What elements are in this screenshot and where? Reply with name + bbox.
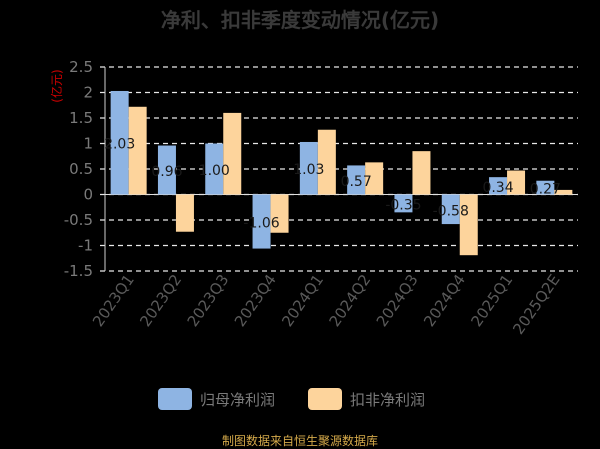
y-axis-unit: (亿元) <box>49 69 64 102</box>
y-tick-label: 0.5 <box>69 160 93 178</box>
x-tick-label: 2024Q1 <box>278 271 327 330</box>
source-footer: 制图数据来自恒生聚源数据库 <box>221 434 378 448</box>
bar-net-profit <box>110 90 129 195</box>
data-label: 1.00 <box>199 163 230 179</box>
x-tick-label: 2024Q4 <box>420 271 469 330</box>
legend-item-deducted-net-profit-label: 扣非净利润 <box>350 391 425 409</box>
bar-deducted-net-profit <box>270 194 289 233</box>
bars <box>110 90 573 256</box>
bar-deducted-net-profit <box>128 106 147 195</box>
x-tick-label: 2025Q2E <box>509 271 563 338</box>
bar-net-profit <box>441 194 460 225</box>
x-tick-label: 2024Q2 <box>326 271 375 330</box>
legend-item-net-profit-label: 归母净利润 <box>200 391 275 409</box>
y-tick-label: -1 <box>78 237 93 255</box>
y-tick-label: 1 <box>83 135 93 153</box>
bar-deducted-net-profit <box>459 194 478 256</box>
data-label: 2.03 <box>104 137 135 153</box>
data-label: -0.58 <box>433 203 469 219</box>
x-tick-label: 2025Q1 <box>467 271 516 330</box>
y-tick-label: 2.5 <box>69 58 93 76</box>
bar-deducted-net-profit <box>223 112 242 195</box>
bar-net-profit <box>489 177 508 195</box>
y-tick-label: -0.5 <box>64 211 93 229</box>
x-tick-label: 2023Q4 <box>231 271 280 330</box>
bar-net-profit <box>205 143 224 195</box>
bar-net-profit <box>347 165 366 195</box>
bar-deducted-net-profit <box>365 162 384 195</box>
chart-title: 净利、扣非季度变动情况(亿元) <box>160 8 440 32</box>
data-labels: 2.03 0.96 1.00 -1.06 1.03 0.57 -0.35 -0.58 0.34 0… <box>104 137 561 232</box>
data-label: 1.03 <box>293 162 324 178</box>
bar-net-profit <box>157 145 176 195</box>
data-label: 0.96 <box>151 164 182 180</box>
y-tick-label: 0 <box>83 186 93 204</box>
bar-deducted-net-profit <box>412 151 431 195</box>
y-tick-label: 1.5 <box>69 109 93 127</box>
bar-deducted-net-profit <box>175 194 194 232</box>
y-tick-label: 2 <box>83 84 93 102</box>
data-label: 0.27 <box>530 182 561 198</box>
legend-swatch <box>158 388 192 410</box>
data-label: 0.57 <box>341 174 372 190</box>
data-label: 0.34 <box>482 180 513 196</box>
x-tick-label: 2023Q1 <box>89 271 138 330</box>
legend: 归母净利润 扣非净利润 <box>158 388 425 410</box>
x-tick-label: 2023Q3 <box>184 271 233 330</box>
bar-deducted-net-profit <box>317 129 336 195</box>
y-tick-label: -1.5 <box>64 262 93 280</box>
x-tick-label: 2023Q2 <box>136 271 185 330</box>
bar-deducted-net-profit <box>507 170 526 195</box>
bar-net-profit <box>252 194 271 249</box>
bar-net-profit <box>536 180 555 195</box>
legend-swatch <box>308 388 342 410</box>
bar-net-profit <box>394 194 413 213</box>
bar-net-profit <box>299 141 318 195</box>
x-tick-label: 2024Q3 <box>373 271 422 330</box>
data-label: -0.35 <box>385 197 421 213</box>
bar-deducted-net-profit <box>554 189 573 195</box>
data-label: -1.06 <box>243 216 279 232</box>
